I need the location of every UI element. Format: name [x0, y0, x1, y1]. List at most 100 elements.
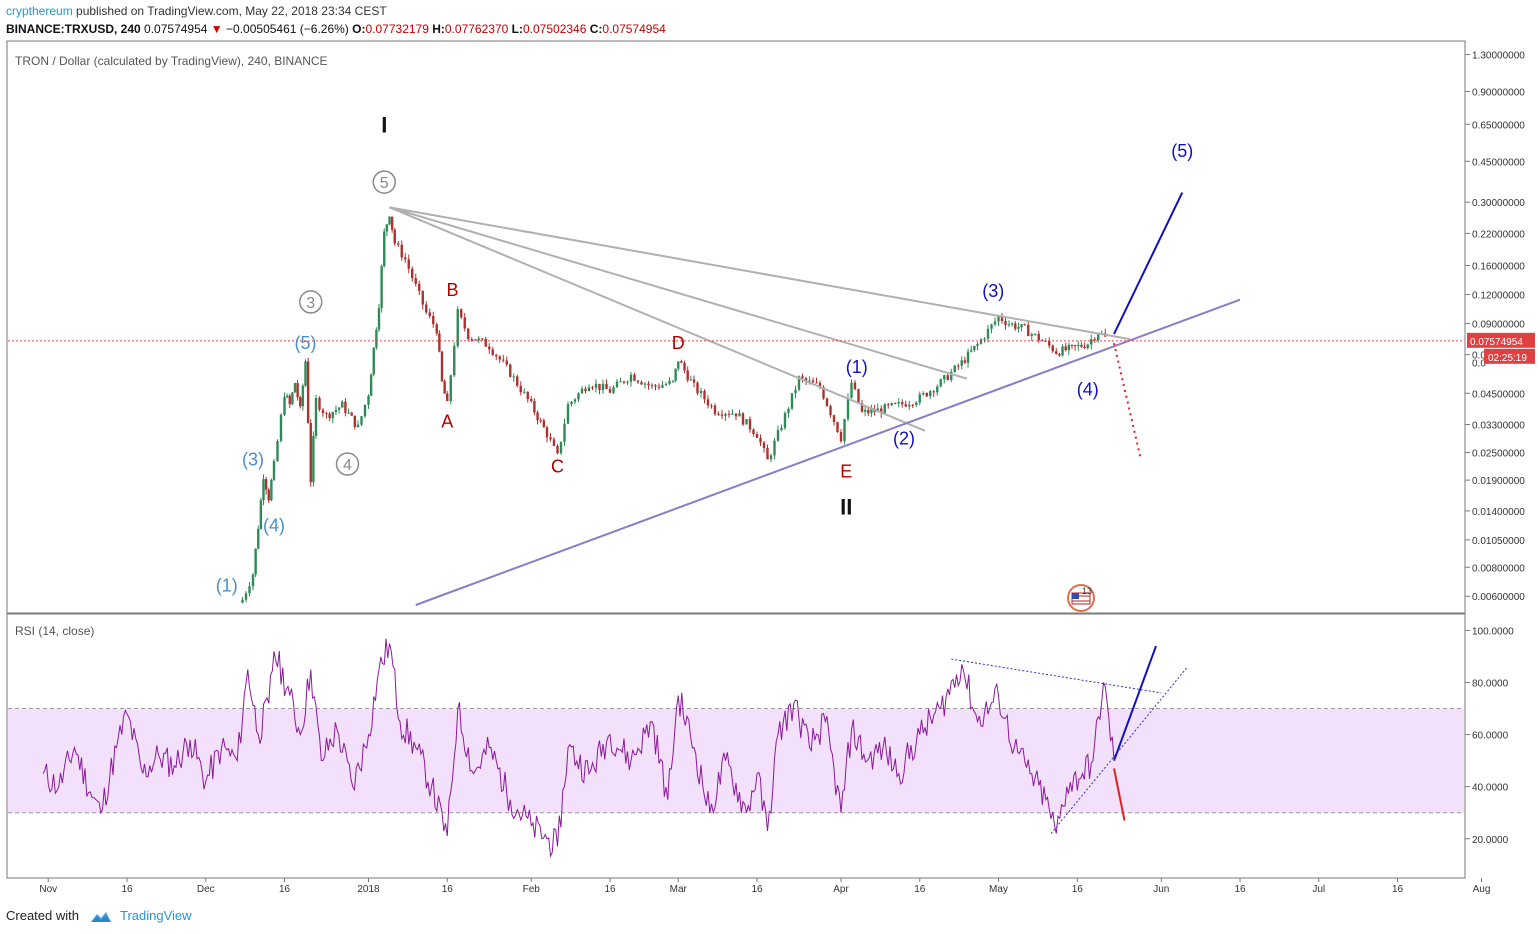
candle-body-up — [918, 394, 921, 403]
time-x-axis: Nov 16 Dec 16 2018 16 Feb 16 Mar 16 Apr 16 May 16 Jun 1… — [39, 878, 1490, 895]
candle-body-up — [523, 391, 526, 393]
candle-body-up — [1017, 327, 1020, 329]
candle-body-up — [1061, 346, 1064, 356]
x-tick-label: 16 — [121, 884, 133, 895]
candle-body-up — [960, 360, 963, 366]
candle-body-down — [470, 339, 473, 341]
candle-body-up — [347, 412, 350, 414]
x-tick-label: Dec — [197, 884, 215, 895]
candle-body-up — [385, 224, 389, 232]
candle-body-up — [257, 528, 260, 549]
candle-body-up — [1067, 345, 1071, 351]
candle-body-down — [598, 383, 601, 390]
candle-body-up — [1086, 344, 1089, 348]
rsi-y-axis: 100.0000 80.0000 60.0000 40.0000 20.0000 — [1465, 626, 1514, 846]
candle-body-up — [377, 307, 381, 330]
candle-body-down — [411, 268, 414, 279]
candle-body-up — [724, 413, 727, 416]
candle-body-up — [677, 361, 680, 369]
candle-body-down — [932, 391, 935, 393]
candle-body-down — [491, 349, 494, 355]
candle-body-up — [241, 599, 244, 603]
trend-lines-group — [389, 192, 1241, 834]
candle-body-up — [285, 395, 289, 398]
price-tick-label: 0.22000000 — [1472, 229, 1525, 240]
x-tick-label: Jul — [1312, 884, 1325, 895]
rsi-band — [8, 708, 1464, 813]
candle-body-down — [759, 437, 762, 443]
wave-labels-group: 0.0757495402:25:19III534(5)(3)(4)(1)ABCD… — [216, 112, 1535, 595]
wave-label: D — [672, 333, 685, 353]
wave-label: A — [441, 412, 453, 432]
candles-group — [241, 216, 1107, 604]
candle-body-down — [397, 243, 400, 245]
candle-body-down — [1037, 333, 1040, 341]
candle-body-down — [829, 406, 832, 416]
x-tick-label: 16 — [914, 884, 926, 895]
candle-body-down — [460, 309, 463, 318]
candle-body-down — [1027, 324, 1030, 337]
high-value: 0.07762370 — [444, 22, 509, 36]
candle-body-up — [950, 371, 953, 380]
wave-label: (5) — [1171, 141, 1193, 161]
x-tick-label: 16 — [1392, 884, 1404, 895]
candle-body-up — [979, 339, 983, 344]
high-label: H: — [432, 22, 445, 36]
candle-body-up — [671, 380, 675, 382]
candle-body-down — [440, 351, 444, 382]
price-tick-label: 0.01400000 — [1472, 507, 1525, 518]
price-tick-label: 0.45000000 — [1472, 157, 1525, 168]
candle-body-up — [936, 386, 939, 393]
x-tick-label: Jun — [1153, 884, 1169, 895]
candle-body-down — [818, 382, 822, 388]
candle-body-down — [1000, 316, 1004, 322]
candle-body-up — [990, 324, 993, 329]
candle-body-down — [825, 398, 829, 407]
candle-body-down — [446, 393, 449, 402]
tradingview-link[interactable]: TradingView — [120, 908, 192, 923]
trend-line-gray — [389, 206, 926, 432]
candle-body-up — [915, 402, 918, 405]
rsi-tick-label: 20.0000 — [1472, 835, 1509, 846]
candle-body-down — [519, 385, 522, 393]
candle-body-up — [922, 392, 925, 395]
author-link[interactable]: crypthereum — [6, 4, 73, 18]
candle-body-down — [390, 216, 394, 230]
candle-body-up — [283, 397, 286, 415]
price-tick-label: 0.00800000 — [1472, 563, 1525, 574]
candle-body-down — [636, 380, 640, 383]
candle-body-down — [654, 385, 657, 387]
candle-body-down — [325, 413, 328, 415]
candle-body-down — [428, 312, 431, 317]
x-tick-label: 16 — [751, 884, 763, 895]
candle-body-up — [331, 412, 334, 419]
rsi-trend-line-blue — [1113, 645, 1157, 761]
candle-body-up — [668, 380, 671, 385]
candle-body-up — [794, 389, 797, 394]
candle-body-down — [1023, 324, 1026, 326]
rsi-tick-label: 40.0000 — [1472, 783, 1509, 794]
candle-body-up — [372, 347, 375, 375]
candle-body-down — [432, 316, 435, 325]
candle-body-down — [467, 328, 470, 340]
close-label: C: — [589, 22, 603, 36]
candle-body-down — [296, 383, 299, 398]
candle-body-down — [350, 412, 353, 416]
candle-body-down — [539, 420, 542, 422]
candle-body-down — [463, 317, 466, 329]
candle-body-up — [699, 390, 703, 394]
wave-circle-marker — [335, 452, 360, 476]
candle-body-up — [626, 381, 629, 383]
candle-body-down — [425, 304, 428, 313]
countdown-label: 02:25:19 — [1488, 353, 1527, 364]
candle-body-down — [647, 383, 650, 386]
candle-body-up — [883, 404, 886, 414]
low-value: 0.07502346 — [522, 22, 587, 36]
candle-body-down — [498, 356, 501, 360]
candle-body-up — [1077, 344, 1080, 347]
x-tick-label: Feb — [523, 884, 541, 895]
candle-body-up — [738, 413, 741, 417]
flag-icon[interactable]: 13 — [1067, 584, 1095, 612]
wave-label: (1) — [216, 575, 238, 595]
